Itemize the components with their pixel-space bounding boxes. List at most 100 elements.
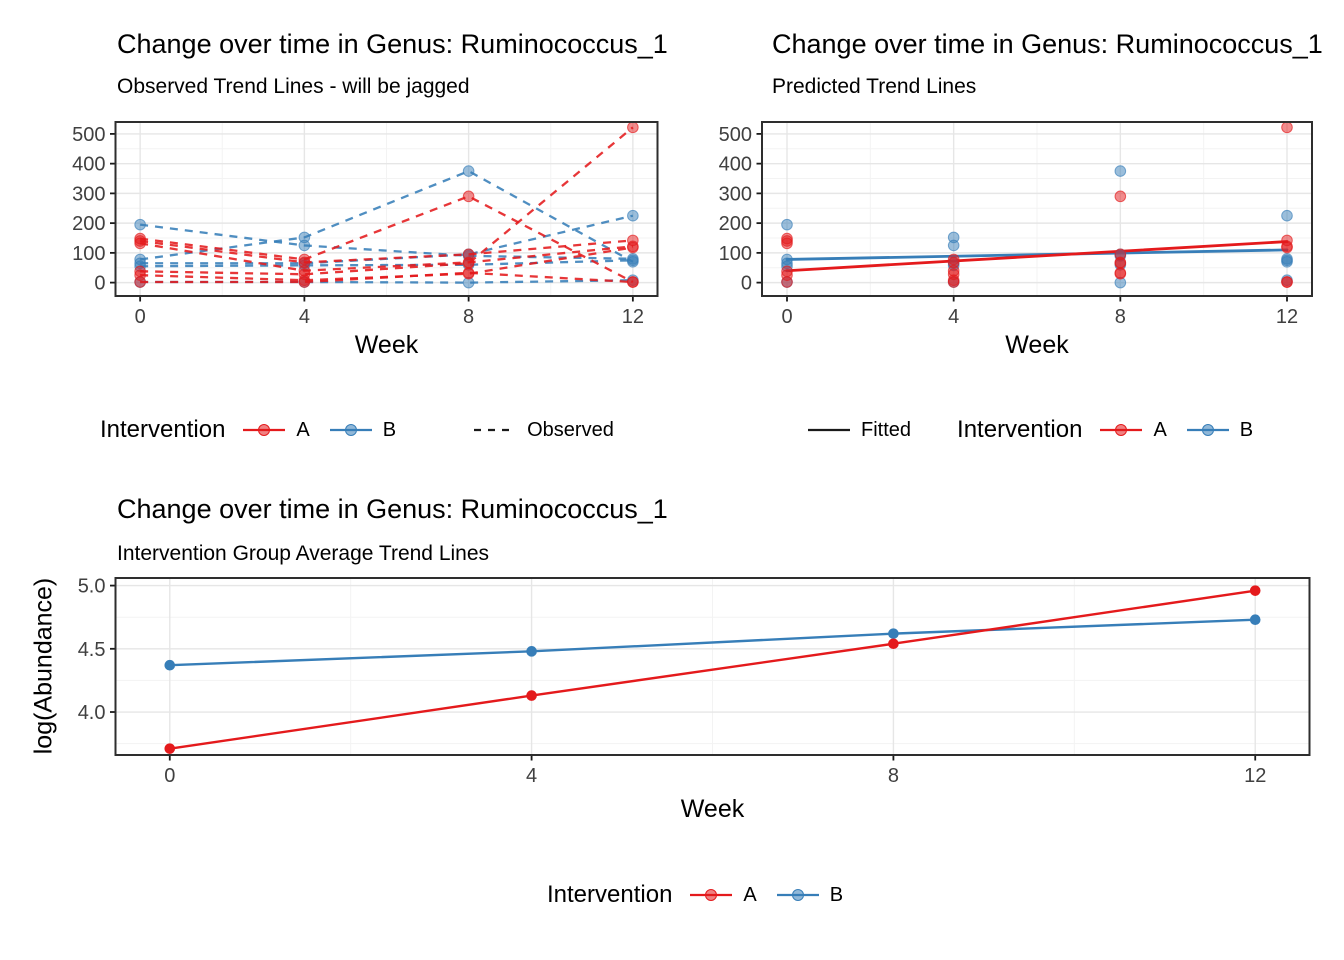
legend-item-b: B <box>775 884 843 907</box>
point-a6-wk0 <box>781 276 793 288</box>
legend-label-b: B <box>829 883 844 906</box>
point-b-wk0 <box>164 659 176 671</box>
intervention-b-key-icon <box>1186 424 1229 436</box>
legend-label-b: B <box>382 418 397 441</box>
predicted-x-axis-title: Week <box>1005 331 1069 359</box>
point-a4-wk4 <box>298 264 311 277</box>
observed-chart-subtitle: Observed Trend Lines - will be jagged <box>117 75 470 98</box>
observed-linetype-key-icon <box>474 428 517 432</box>
y-tick-label: 4.0 <box>78 702 106 724</box>
point-a6-wk12 <box>627 276 639 288</box>
point-a6-wk4 <box>298 276 311 288</box>
y-tick-label: 500 <box>719 124 752 146</box>
point-a4-wk8 <box>462 256 475 269</box>
series-line-b <box>169 618 1256 667</box>
point-a4-wk0 <box>134 237 146 250</box>
point-b2-wk8 <box>1114 165 1127 177</box>
y-tick-label: 500 <box>72 124 105 146</box>
series-line-a6 <box>140 271 633 284</box>
point-a4-wk8 <box>1114 256 1127 269</box>
observed-chart-title: Change over time in Genus: Ruminococcus_… <box>117 29 668 59</box>
x-tick-label: 12 <box>1276 306 1298 328</box>
y-tick-label: 400 <box>719 154 752 176</box>
predicted-chart-subtitle: Predicted Trend Lines <box>772 75 977 98</box>
point-b1-wk0 <box>134 218 146 231</box>
point-a2-wk12 <box>627 121 639 134</box>
point-b4-wk12 <box>627 254 639 267</box>
point-b3-wk12 <box>1281 209 1293 222</box>
legend-title-intervention: Intervention <box>547 881 673 908</box>
legend-label-a: A <box>743 883 757 906</box>
fitted-linetype-key-icon <box>808 428 850 432</box>
point-a1-wk8 <box>1114 190 1127 203</box>
point-a4-wk4 <box>947 264 960 277</box>
point-a-wk8 <box>888 638 899 650</box>
x-tick-label: 12 <box>1244 765 1266 787</box>
predicted-legend: Fitted Intervention A B <box>806 411 1271 449</box>
point-b2-wk4 <box>298 231 311 244</box>
observed-legend: Intervention A B Observed <box>100 411 632 449</box>
series-line-b1 <box>139 223 633 260</box>
chart-panel-predicted: 0 4 8 12 0 100 200 300 400 500 <box>719 121 1313 328</box>
average-legend: Intervention A B <box>547 876 861 914</box>
legend-title-intervention: Intervention <box>100 416 226 443</box>
point-a6-wk12 <box>1281 276 1293 288</box>
point-b1-wk0 <box>781 218 793 231</box>
average-chart-title: Change over time in Genus: Ruminococcus_… <box>117 494 668 524</box>
series-line-a <box>169 589 1256 750</box>
point-a-wk0 <box>164 743 176 754</box>
series-line-b4 <box>140 259 633 268</box>
y-tick-label: 100 <box>72 243 105 265</box>
point-b-wk8 <box>888 628 899 639</box>
point-b2-wk8 <box>462 165 475 177</box>
observed-x-axis-title: Week <box>354 331 419 359</box>
point-a6-wk0 <box>134 276 146 288</box>
x-tick-label: 8 <box>888 765 899 787</box>
y-tick-label: 0 <box>94 273 105 295</box>
y-tick-label: 300 <box>719 183 752 205</box>
point-a2-wk12 <box>1281 121 1293 134</box>
series-line-a2 <box>140 126 634 276</box>
legend-item-a: A <box>1098 418 1167 442</box>
average-x-axis-title: Week <box>680 795 745 823</box>
legend-label-a: A <box>1153 418 1167 441</box>
intervention-a-key-icon <box>243 424 286 436</box>
y-tick-label: 100 <box>719 243 752 265</box>
legend-item-b: B <box>1185 419 1253 442</box>
point-a4-wk0 <box>781 237 793 250</box>
legend-label-fitted: Fitted <box>861 418 912 441</box>
fit-line-a <box>785 240 1289 273</box>
series-line-a3 <box>139 239 633 264</box>
average-y-axis-title: log(Abundance) <box>29 577 58 755</box>
point-b4-wk12 <box>1281 254 1293 267</box>
intervention-b-key-icon <box>329 424 372 436</box>
x-tick-label: 8 <box>463 306 474 328</box>
intervention-b-key-icon <box>776 889 819 901</box>
y-tick-label: 200 <box>72 213 105 235</box>
predicted-chart-title: Change over time in Genus: Ruminococcus_… <box>772 29 1323 59</box>
y-tick-label: 5.0 <box>78 576 106 598</box>
intervention-a-key-icon <box>690 889 733 901</box>
point-b-wk4 <box>526 646 537 657</box>
point-a6-wk8 <box>462 267 475 279</box>
fit-line-b <box>785 248 1289 261</box>
legend-item-b: B <box>328 419 396 442</box>
y-tick-label: 400 <box>72 154 105 176</box>
x-tick-label: 4 <box>299 306 310 328</box>
y-tick-label: 200 <box>719 213 752 235</box>
point-a5-wk12 <box>1281 241 1293 254</box>
legend-label-b: B <box>1239 418 1254 441</box>
point-a1-wk8 <box>462 190 475 203</box>
point-b3-wk12 <box>627 209 639 222</box>
x-tick-label: 4 <box>526 765 537 787</box>
point-a6-wk8 <box>1114 267 1127 279</box>
x-tick-label: 8 <box>1115 306 1126 328</box>
point-a-wk12 <box>1249 585 1261 596</box>
legend-label-a: A <box>296 418 310 441</box>
chart-panel-observed: 0 4 8 12 0 100 200 300 400 500 <box>72 121 659 328</box>
legend-item-a: A <box>688 883 757 907</box>
x-tick-label: 0 <box>781 306 792 328</box>
x-tick-label: 0 <box>135 306 146 328</box>
